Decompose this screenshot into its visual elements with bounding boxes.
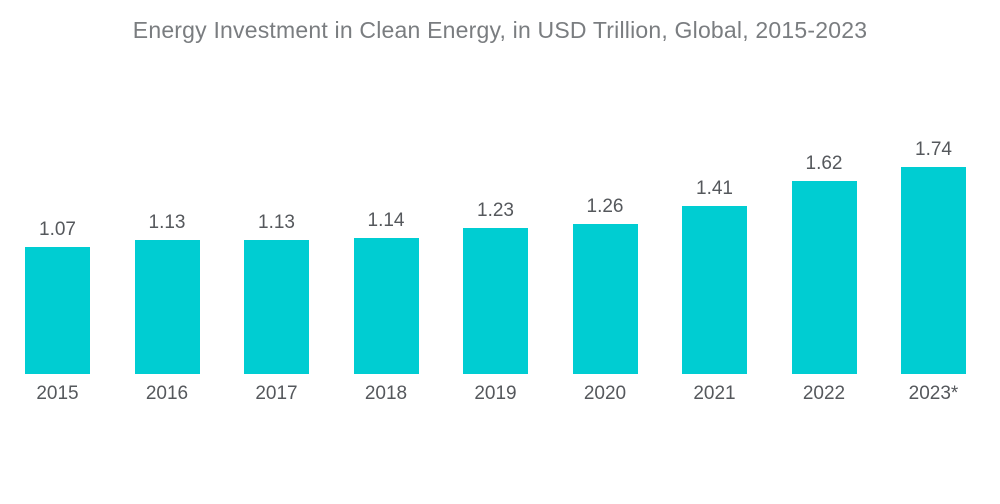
bar-column: 1.14 2018 (353, 210, 419, 405)
bar (353, 238, 419, 374)
bar (901, 166, 966, 374)
x-axis-tick-label: 2023* (908, 383, 959, 404)
x-axis-tick-label: 2015 (36, 383, 79, 404)
x-axis-tick-label: 2019 (474, 383, 517, 404)
bar-value-label: 1.13 (148, 211, 186, 233)
bar-value-label: 1.62 (805, 153, 843, 175)
bar (791, 181, 857, 374)
x-axis-tick-label: 2022 (802, 383, 846, 404)
bar-column: 1.26 2020 (572, 196, 638, 405)
bar-column: 1.41 2021 (682, 178, 747, 405)
chart-title: Energy Investment in Clean Energy, in US… (132, 17, 868, 43)
plot-area: 1.07 2015 1.13 2016 1.13 2017 1.14 2018 1.23 2019… (25, 139, 966, 405)
bar-column: 1.62 2022 (791, 153, 857, 405)
x-axis-tick-label: 2018 (364, 383, 408, 404)
x-axis-tick-label: 2021 (693, 383, 736, 404)
bar (134, 239, 200, 374)
bar-value-label: 1.14 (367, 210, 405, 232)
bar-value-label: 1.74 (915, 138, 952, 160)
bar-value-label: 1.23 (477, 199, 514, 221)
bar-column: 1.23 2019 (463, 200, 528, 405)
bar-column: 1.13 2016 (134, 211, 200, 405)
bar-value-label: 1.41 (696, 178, 733, 200)
bar (463, 227, 528, 374)
bar (682, 206, 747, 374)
bar-column: 1.13 2017 (244, 212, 309, 405)
bar-value-label: 1.13 (258, 211, 295, 233)
x-axis-tick-label: 2017 (255, 383, 298, 404)
bar-column: 1.74 2023* (901, 139, 966, 405)
bar (572, 224, 638, 374)
x-axis-tick-label: 2016 (145, 383, 189, 404)
bar-value-label: 1.07 (39, 218, 76, 240)
bar (244, 239, 309, 374)
bar-column: 1.07 2015 (25, 219, 90, 405)
x-axis-tick-label: 2020 (583, 383, 627, 404)
bar (25, 246, 90, 374)
bar-value-label: 1.26 (586, 196, 624, 218)
